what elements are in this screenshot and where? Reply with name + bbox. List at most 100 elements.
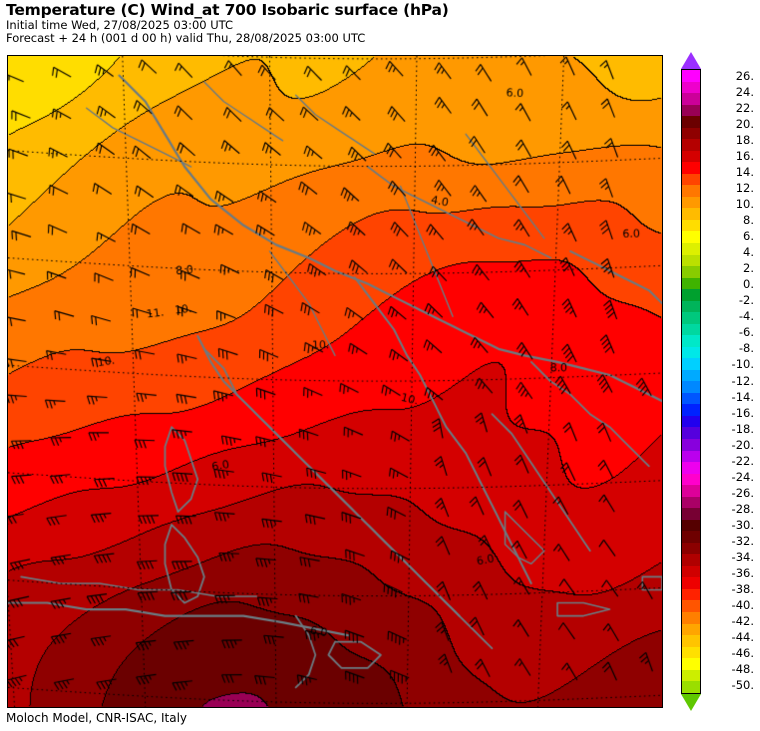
colorbar-band [682,462,700,474]
colorbar-tick-label: 2. [743,261,754,276]
colorbar-gradient [681,69,701,694]
forecast-valid-label: Forecast + 24 h (001 d 00 h) valid Thu, … [6,30,366,45]
colorbar-band [682,173,700,186]
colorbar-band [682,439,700,451]
colorbar-band [682,415,700,428]
colorbar-tick-label: -22. [731,453,754,468]
colorbar-band [682,669,700,682]
colorbar-band [682,369,700,382]
colorbar-tick-label: -36. [731,565,754,580]
colorbar-tick-label: -46. [731,645,754,660]
colorbar-tick-label: -18. [731,421,754,436]
colorbar-band [682,116,700,128]
colorbar-band [682,381,700,393]
colorbar-tick-label: -30. [731,517,754,532]
colorbar-tick-label: -32. [731,533,754,548]
colorbar-band [682,658,700,670]
colorbar-band [682,565,700,578]
colorbar-tick-label: -40. [731,597,754,612]
colorbar-tick-labels: 26. 24. 22. 20. 18. 16. 14. 12. 10. 8. 6. 4. 2. 0. -2.… [702,52,756,711]
colorbar-tick-label: -48. [731,661,754,676]
colorbar-band [682,266,700,278]
colorbar-band [682,70,700,82]
colorbar-band [682,81,700,94]
colorbar-band [682,219,700,232]
colorbar-band [682,104,700,117]
colorbar-band [682,623,700,636]
colorbar-band [682,519,700,532]
colorbar-tick-label: -2. [738,293,754,308]
colorbar-band [682,588,700,601]
colorbar-tick-label: 6. [743,229,754,244]
colorbar-band [682,358,700,370]
colorbar-band [682,346,700,359]
colorbar-tick-label: -8. [738,341,754,356]
temperature-wind-field [8,56,662,707]
colorbar-tick-label: -4. [738,309,754,324]
colorbar-band [682,531,700,543]
colorbar-tick-label: 20. [735,117,754,132]
colorbar-tick-label: 26. [735,69,754,83]
colorbar-band [682,473,700,486]
colorbar-tick-label: 8. [743,213,754,228]
colorbar-band [682,496,700,509]
colorbar-tick-label: 16. [735,149,754,164]
colorbar-tick-label: -38. [731,581,754,596]
colorbar-tick-label: -24. [731,469,754,484]
initial-time-label: Initial time Wed, 27/08/2025 03:00 UTC [6,18,234,32]
colorbar-tick-label: 0. [743,277,754,292]
colorbar-band [682,254,700,267]
temperature-colorbar [681,52,701,711]
colorbar-band [682,242,700,255]
colorbar-tick-label: 14. [735,165,754,180]
colorbar-band [682,185,700,197]
colorbar-band [682,646,700,659]
colorbar-band [682,289,700,301]
colorbar-band [682,392,700,405]
colorbar-tick-label: -28. [731,501,754,516]
colorbar-band [682,427,700,439]
colorbar-over-arrow-icon [681,52,701,69]
colorbar-tick-label: -6. [738,325,754,340]
colorbar-tick-label: -26. [731,485,754,500]
colorbar-band [682,162,700,174]
colorbar-tick-label: -14. [731,389,754,404]
colorbar-tick-label: -34. [731,549,754,564]
colorbar-band [682,139,700,151]
colorbar-band [682,635,700,647]
colorbar-band [682,127,700,140]
colorbar-tick-label: 22. [735,101,754,116]
colorbar-band [682,93,700,105]
page-title: Temperature (C) Wind_at 700 Isobaric sur… [6,1,449,19]
colorbar-tick-label: 10. [735,197,754,212]
colorbar-band [682,312,700,324]
colorbar-band [682,404,700,416]
colorbar-band [682,323,700,336]
colorbar-band [682,277,700,290]
colorbar-tick-label: -10. [731,357,754,372]
colorbar-tick-label: -20. [731,437,754,452]
colorbar-band [682,577,700,589]
colorbar-band [682,542,700,555]
colorbar-tick-label: -42. [731,613,754,628]
colorbar-under-arrow-icon [681,694,701,711]
colorbar-band [682,611,700,624]
colorbar-band [682,554,700,566]
colorbar-band [682,150,700,163]
colorbar-band [682,335,700,347]
colorbar-tick-label: 4. [743,245,754,260]
colorbar-tick-label: 24. [735,85,754,100]
colorbar-band [682,681,700,693]
colorbar-band [682,208,700,220]
colorbar-band [682,300,700,313]
colorbar-tick-label: -44. [731,629,754,644]
model-credit: Moloch Model, CNR-ISAC, Italy [6,711,188,725]
colorbar-tick-label: -50. [731,677,754,692]
colorbar-band [682,600,700,612]
colorbar-band [682,196,700,209]
colorbar-tick-label: -16. [731,405,754,420]
colorbar-tick-label: -12. [731,373,754,388]
map-plot-area[interactable] [7,55,663,708]
colorbar-band [682,508,700,520]
colorbar-band [682,231,700,243]
